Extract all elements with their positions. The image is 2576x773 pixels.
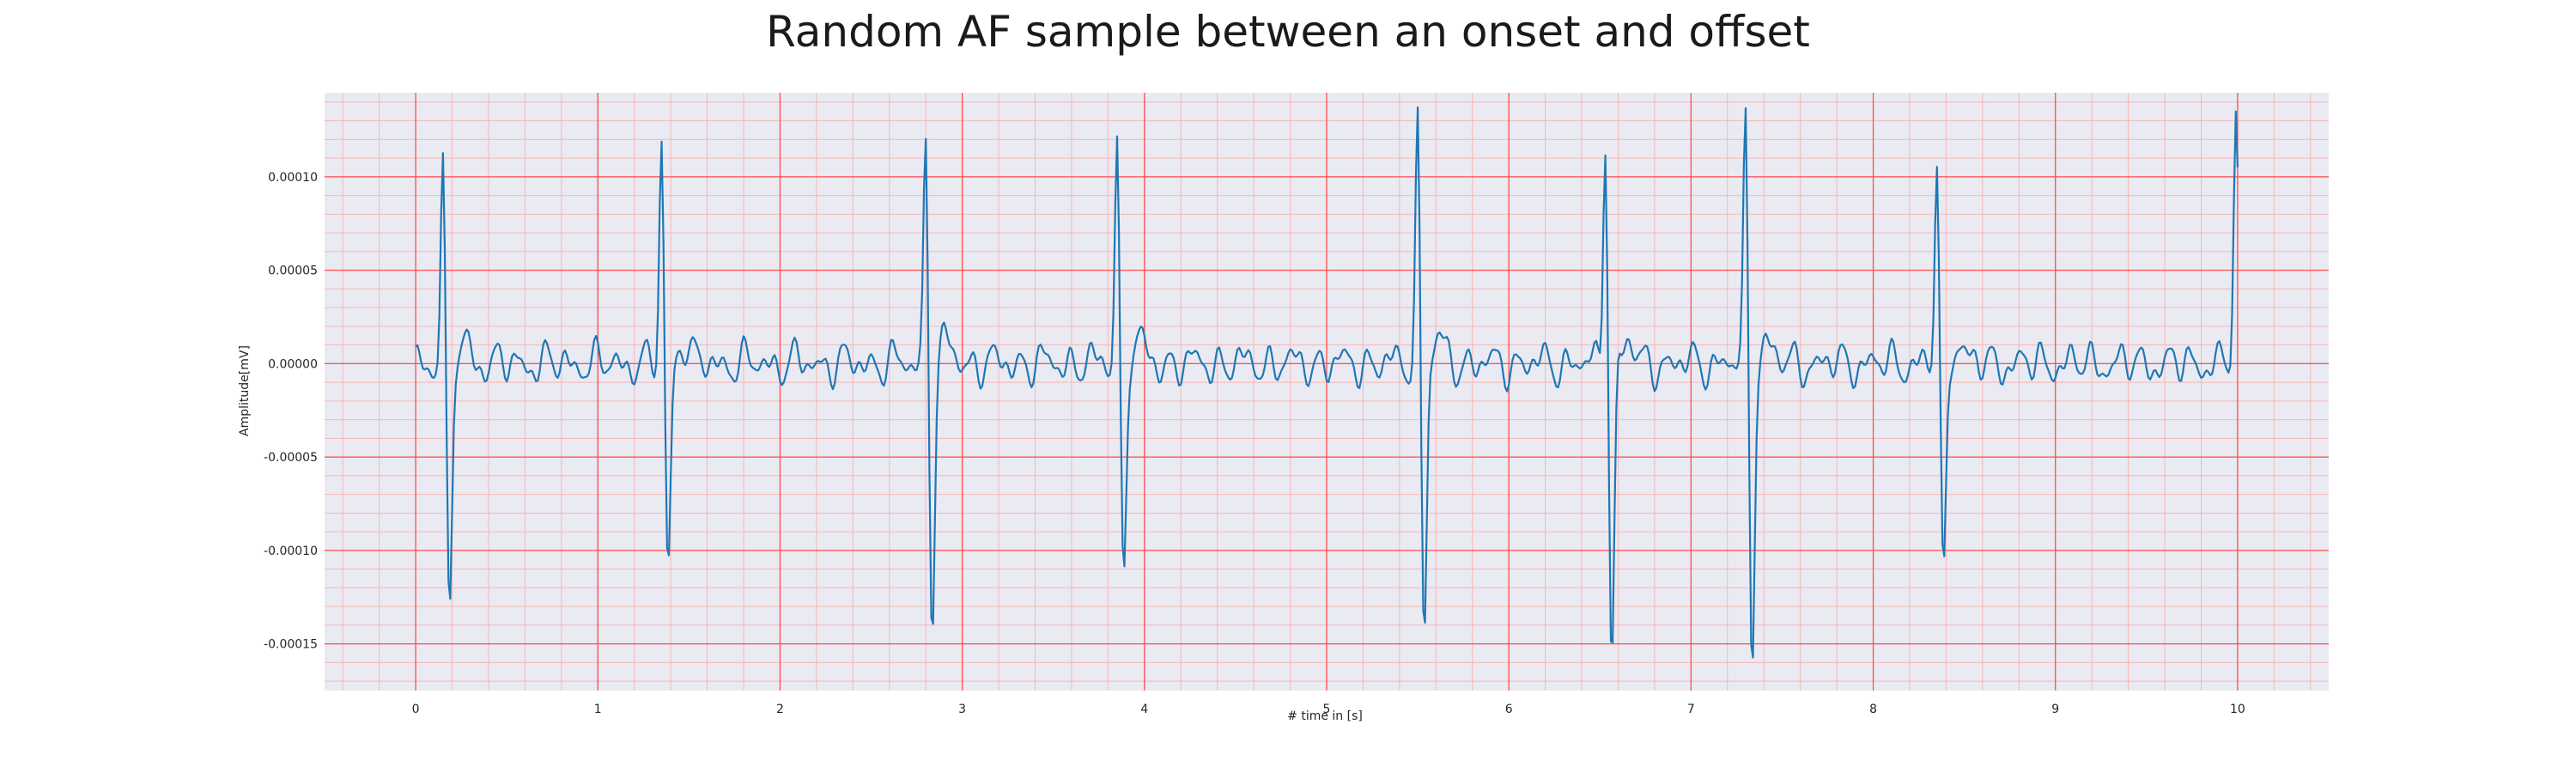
- x-tick-label: 9: [2051, 703, 2059, 716]
- y-tick-label: -0.00010: [264, 545, 318, 558]
- y-axis-label: Amplitude[mV]: [238, 345, 252, 436]
- chart-title: Random AF sample between an onset and of…: [766, 7, 1810, 57]
- x-tick-label: 5: [1323, 703, 1331, 716]
- x-tick-label: 0: [412, 703, 420, 716]
- x-tick-label: 6: [1505, 703, 1513, 716]
- y-axis-ticks: -0.00015 -0.00010 -0.00005 0.00000 0.00005 0.…: [264, 171, 318, 652]
- y-tick-label: -0.00005: [264, 451, 318, 465]
- ecg-series-line: [415, 106, 2239, 659]
- y-tick-label: 0.00000: [268, 357, 318, 371]
- x-axis-ticks: 0 1 2 3 4 5 6 7 8 9 10: [412, 703, 2245, 716]
- y-tick-label: 0.00010: [268, 171, 318, 185]
- y-tick-label: -0.00015: [264, 638, 318, 652]
- x-tick-label: 10: [2230, 703, 2245, 716]
- y-tick-label: 0.00005: [268, 265, 318, 278]
- x-tick-label: 3: [958, 703, 966, 716]
- x-axis-label: # time in [s]: [1287, 709, 1363, 723]
- x-tick-label: 1: [594, 703, 602, 716]
- x-tick-label: 4: [1140, 703, 1148, 716]
- x-tick-label: 2: [776, 703, 784, 716]
- x-tick-label: 8: [1869, 703, 1877, 716]
- x-tick-label: 7: [1687, 703, 1695, 716]
